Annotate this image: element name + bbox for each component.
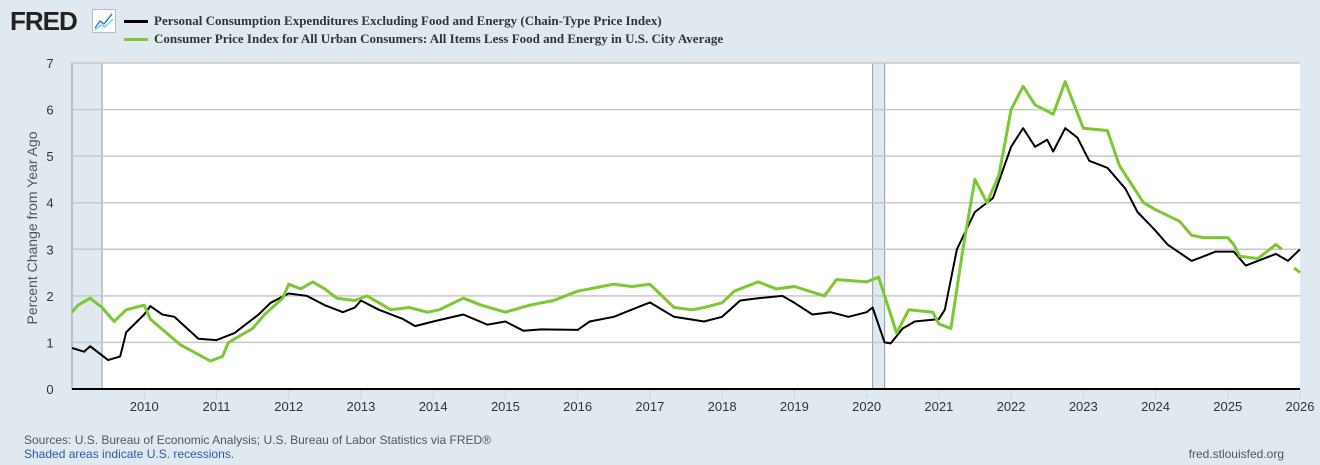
cpi-series-line bbox=[70, 80, 1283, 363]
site-url[interactable]: fred.stlouisfed.org bbox=[1188, 447, 1284, 461]
x-tick-label: 2016 bbox=[563, 399, 592, 414]
x-tick-label: 2018 bbox=[708, 399, 737, 414]
sources-note: Sources: U.S. Bureau of Economic Analysi… bbox=[24, 433, 492, 447]
x-tick-label: 2024 bbox=[1141, 399, 1170, 414]
x-tick-label: 2022 bbox=[997, 399, 1026, 414]
recession-shade bbox=[71, 62, 103, 390]
cpi-series-line bbox=[1293, 266, 1301, 274]
y-tick-label: 2 bbox=[46, 289, 53, 304]
y-tick-label: 7 bbox=[46, 56, 53, 71]
chart-line-icon bbox=[92, 9, 116, 33]
legend-label: Consumer Price Index for All Urban Consu… bbox=[154, 31, 724, 46]
legend-item-pce[interactable]: Personal Consumption Expenditures Exclud… bbox=[124, 13, 662, 29]
x-tick-label: 2014 bbox=[419, 399, 448, 414]
y-tick-label: 4 bbox=[46, 196, 53, 211]
x-tick-label: 2021 bbox=[924, 399, 953, 414]
recession-note: Shaded areas indicate U.S. recessions. bbox=[24, 447, 235, 461]
x-tick-label: 2015 bbox=[491, 399, 520, 414]
y-tick-label: 3 bbox=[46, 242, 53, 257]
plot-area bbox=[72, 63, 1300, 389]
legend-swatch bbox=[124, 37, 148, 41]
x-tick-label: 2012 bbox=[274, 399, 303, 414]
x-tick-label: 2011 bbox=[202, 399, 230, 414]
x-tick-label: 2010 bbox=[130, 399, 159, 414]
x-tick-label: 2020 bbox=[852, 399, 881, 414]
y-tick-label: 5 bbox=[46, 149, 53, 164]
y-tick-label: 0 bbox=[46, 382, 53, 397]
pce-series-line bbox=[71, 127, 1301, 362]
x-tick-label: 2023 bbox=[1069, 399, 1098, 414]
y-tick-label: 1 bbox=[46, 335, 53, 350]
y-tick-label: 6 bbox=[46, 103, 53, 118]
legend-label: Personal Consumption Expenditures Exclud… bbox=[154, 13, 662, 28]
x-tick-label: 2013 bbox=[346, 399, 375, 414]
fred-logo[interactable]: FRED bbox=[10, 6, 78, 36]
x-tick-label: 2025 bbox=[1213, 399, 1242, 414]
legend-swatch bbox=[124, 19, 148, 23]
legend-item-cpi[interactable]: Consumer Price Index for All Urban Consu… bbox=[124, 31, 723, 47]
x-tick-label: 2019 bbox=[780, 399, 809, 414]
x-tick-label: 2026 bbox=[1286, 399, 1315, 414]
x-tick-label: 2017 bbox=[635, 399, 664, 414]
